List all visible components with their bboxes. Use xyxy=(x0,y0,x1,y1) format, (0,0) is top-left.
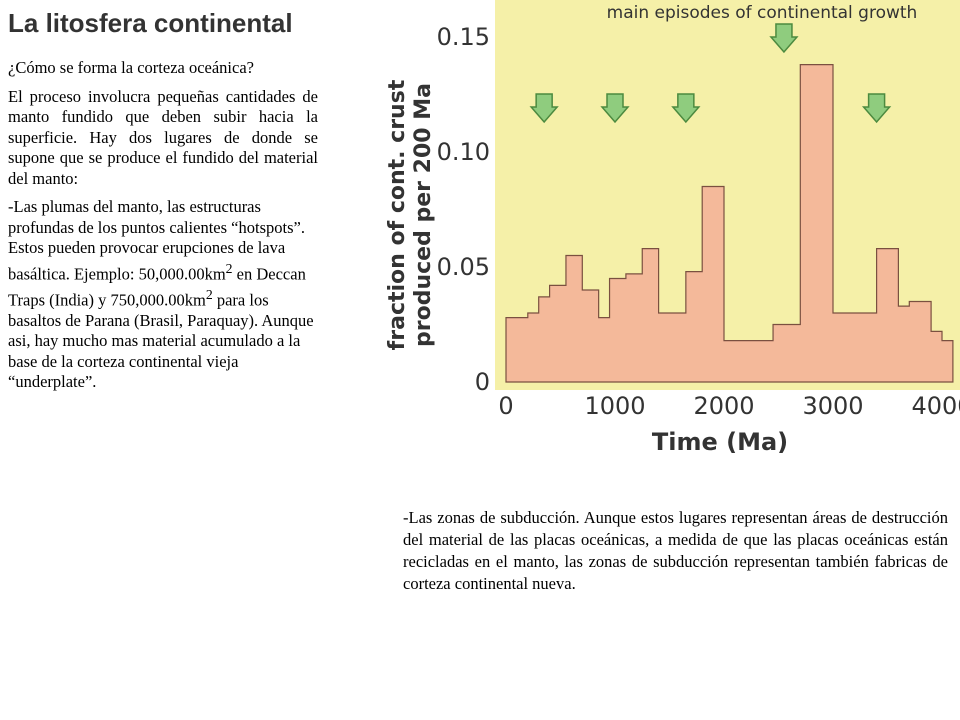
y-tick-label: 0 xyxy=(475,368,490,396)
mantle-plumes-paragraph: -Las plumas del manto, las estructuras p… xyxy=(8,197,318,393)
chart-title: main episodes of continental growth xyxy=(607,3,918,23)
x-tick-label: 0 xyxy=(498,392,513,420)
x-tick-label: 2000 xyxy=(693,392,754,420)
left-text-block: ¿Cómo se forma la corteza oceánica? El p… xyxy=(8,58,318,401)
growth-episode-arrow-icon xyxy=(671,93,701,124)
growth-episode-arrow-icon xyxy=(861,93,892,124)
x-tick-label: 4000 xyxy=(911,392,960,420)
plumes-text-b: en Deccan Traps (India) y 750,000.00km xyxy=(8,264,306,309)
slide-title: La litosfera continental xyxy=(8,8,293,38)
superscript-1: 2 xyxy=(225,260,233,276)
superscript-2: 2 xyxy=(205,286,213,302)
continental-growth-chart: main episodes of continental growth 0 0.0… xyxy=(385,0,960,456)
y-tick-labels: 0 0.05 0.10 0.15 xyxy=(437,23,490,396)
question-text: ¿Cómo se forma la corteza oceánica? xyxy=(8,58,254,77)
x-tick-label: 3000 xyxy=(802,392,863,420)
arrow-group xyxy=(529,23,892,124)
subduction-paragraph: -Las zonas de subducción. Aunque estos l… xyxy=(403,508,948,593)
plumes-text-a: -Las plumas del manto, las estructuras p… xyxy=(8,197,305,283)
x-axis-label: Time (Ma) xyxy=(652,428,788,456)
x-tick-labels: 0 1000 2000 3000 4000 xyxy=(498,392,960,420)
process-paragraph: El proceso involucra pequeñas cantidades… xyxy=(8,86,318,188)
plumes-text-c: para los basaltos de Parana (Brasil, Par… xyxy=(8,290,314,391)
y-axis-label-line2: produced per 200 Ma xyxy=(411,83,436,347)
y-tick-label: 0.05 xyxy=(437,253,490,281)
growth-episode-arrow-icon xyxy=(529,93,559,124)
x-tick-label: 1000 xyxy=(584,392,645,420)
growth-episode-arrow-icon xyxy=(769,23,799,54)
y-tick-label: 0.15 xyxy=(437,23,490,51)
y-axis-label-line1: fraction of cont. crust xyxy=(385,79,410,350)
y-tick-label: 0.10 xyxy=(437,138,490,166)
growth-episode-arrow-icon xyxy=(600,93,630,124)
crust-production-area xyxy=(505,63,954,383)
